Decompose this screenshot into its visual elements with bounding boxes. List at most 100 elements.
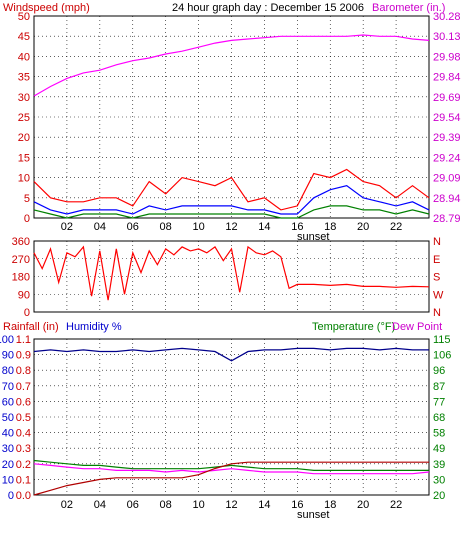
dew-point-line (33, 463, 430, 475)
compass-tick-1: W (433, 289, 444, 301)
temperature-tick-3: 49 (433, 443, 445, 455)
sunset-label-2: sunset (297, 509, 329, 521)
low-wind-line (33, 205, 430, 219)
rainfall-tick-8: 0.8 (16, 365, 31, 377)
wind-xtick-02: 02 (61, 221, 73, 233)
direction-tick-0: 0 (24, 307, 30, 319)
temperature-tick-10: 115 (433, 334, 451, 346)
climate-xtick-22: 22 (390, 499, 402, 511)
wind-xtick-10: 10 (192, 221, 204, 233)
rainfall-tick-5: 0.5 (16, 412, 31, 424)
temperature-y-ticks: 20 30 39 49 58 68 77 87 96 106 115 (433, 334, 451, 502)
climate-xtick-12: 12 (225, 499, 237, 511)
wind-grid (34, 16, 429, 218)
wind-tick-4: 20 (18, 132, 30, 144)
wind-tick-10: 50 (18, 11, 30, 23)
chart-title: 24 hour graph day : December 15 2006 (172, 2, 364, 14)
gust-line (33, 168, 430, 211)
wind-xtick-12: 12 (225, 221, 237, 233)
humidity-line (33, 347, 429, 362)
rainfall-tick-0: 0.0 (16, 490, 31, 502)
humidity-tick-5: 50 (2, 412, 14, 424)
rainfall-tick-10: 1.1 (16, 334, 31, 346)
rainfall-tick-7: 0.7 (16, 381, 31, 393)
barometer-y-ticks: 28.79 28.94 29.09 29.24 29.39 29.54 29.69 29.84… (433, 11, 461, 225)
wind-xtick-22: 22 (390, 221, 402, 233)
rainfall-tick-4: 0.4 (16, 428, 31, 440)
wind-xtick-16: 16 (291, 221, 303, 233)
climate-xtick-20: 20 (357, 499, 369, 511)
barometer-tick-2: 29.09 (433, 173, 461, 185)
wind-panel: Windspeed (mph) 24 hour graph day : Dece… (3, 2, 461, 243)
humidity-tick-10: 100 (0, 334, 14, 346)
climate-xtick-06: 06 (127, 499, 139, 511)
barometer-tick-7: 29.84 (433, 72, 461, 84)
temperature-tick-8: 96 (433, 365, 445, 377)
climate-xtick-08: 08 (160, 499, 172, 511)
direction-series (33, 245, 430, 301)
barometer-tick-4: 29.39 (433, 132, 461, 144)
direction-y-ticks: 0 90 180 270 360 (12, 236, 30, 319)
wind-xtick-08: 08 (160, 221, 172, 233)
barometer-tick-0: 28.79 (433, 213, 461, 225)
wind-tick-1: 5 (24, 193, 30, 205)
wind-tick-9: 45 (18, 31, 30, 43)
barometer-tick-6: 29.69 (433, 92, 461, 104)
temperature-tick-2: 39 (433, 459, 445, 471)
rainfall-line (33, 461, 429, 496)
temperature-tick-7: 87 (433, 381, 445, 393)
barometer-tick-3: 29.24 (433, 152, 461, 164)
climate-series (33, 347, 430, 496)
wind-xtick-06: 06 (127, 221, 139, 233)
temperature-tick-0: 20 (433, 490, 445, 502)
barometer-axis-label: Barometer (in.) (372, 2, 445, 14)
direction-tick-1: 90 (18, 289, 30, 301)
temperature-tick-1: 30 (433, 474, 445, 486)
temperature-tick-5: 68 (433, 412, 445, 424)
wind-xtick-14: 14 (258, 221, 270, 233)
climate-xtick-10: 10 (192, 499, 204, 511)
humidity-tick-6: 60 (2, 396, 14, 408)
climate-panel: Rainfall (in) Humidity % Temperature (°F… (0, 321, 451, 521)
humidity-tick-3: 30 (2, 443, 14, 455)
climate-xtick-16: 16 (291, 499, 303, 511)
direction-tick-2: 180 (12, 272, 30, 284)
temperature-tick-4: 58 (433, 428, 445, 440)
wind-xtick-20: 20 (357, 221, 369, 233)
climate-xtick-18: 18 (324, 499, 336, 511)
climate-x-ticks: 02 04 06 08 10 12 14 16 18 20 22 (61, 499, 402, 511)
humidity-tick-0: 0 (8, 490, 14, 502)
barometer-line (33, 34, 430, 97)
barometer-tick-1: 28.94 (433, 193, 461, 205)
compass-tick-3: E (433, 254, 440, 266)
humidity-tick-4: 40 (2, 428, 14, 440)
barometer-tick-8: 29.98 (433, 51, 461, 63)
temperature-tick-9: 106 (433, 350, 451, 362)
wind-tick-5: 25 (18, 112, 30, 124)
wind-tick-8: 40 (18, 51, 30, 63)
humidity-y-ticks: 0 10 20 30 40 50 60 70 80 90 100 (0, 334, 14, 502)
direction-line (33, 245, 430, 301)
compass-tick-4: N (433, 236, 441, 248)
climate-xtick-04: 04 (94, 499, 106, 511)
barometer-tick-5: 29.54 (433, 112, 461, 124)
rainfall-axis-label: Rainfall (in) (3, 321, 59, 333)
temperature-axis-label: Temperature (°F) (312, 321, 395, 333)
dew-point-axis-label: Dew Point (392, 321, 442, 333)
temperature-line (33, 459, 429, 471)
temperature-tick-6: 77 (433, 396, 445, 408)
wind-xtick-18: 18 (324, 221, 336, 233)
climate-xtick-14: 14 (258, 499, 270, 511)
compass-tick-2: S (433, 272, 440, 284)
climate-xtick-02: 02 (61, 499, 73, 511)
direction-tick-3: 270 (12, 254, 30, 266)
humidity-tick-2: 20 (2, 459, 14, 471)
wind-y-ticks: 0 5 10 15 20 25 30 35 40 45 50 (18, 11, 30, 225)
humidity-tick-1: 10 (2, 474, 14, 486)
humidity-axis-label: Humidity % (66, 321, 122, 333)
humidity-tick-9: 90 (2, 350, 14, 362)
rainfall-tick-6: 0.6 (16, 396, 31, 408)
